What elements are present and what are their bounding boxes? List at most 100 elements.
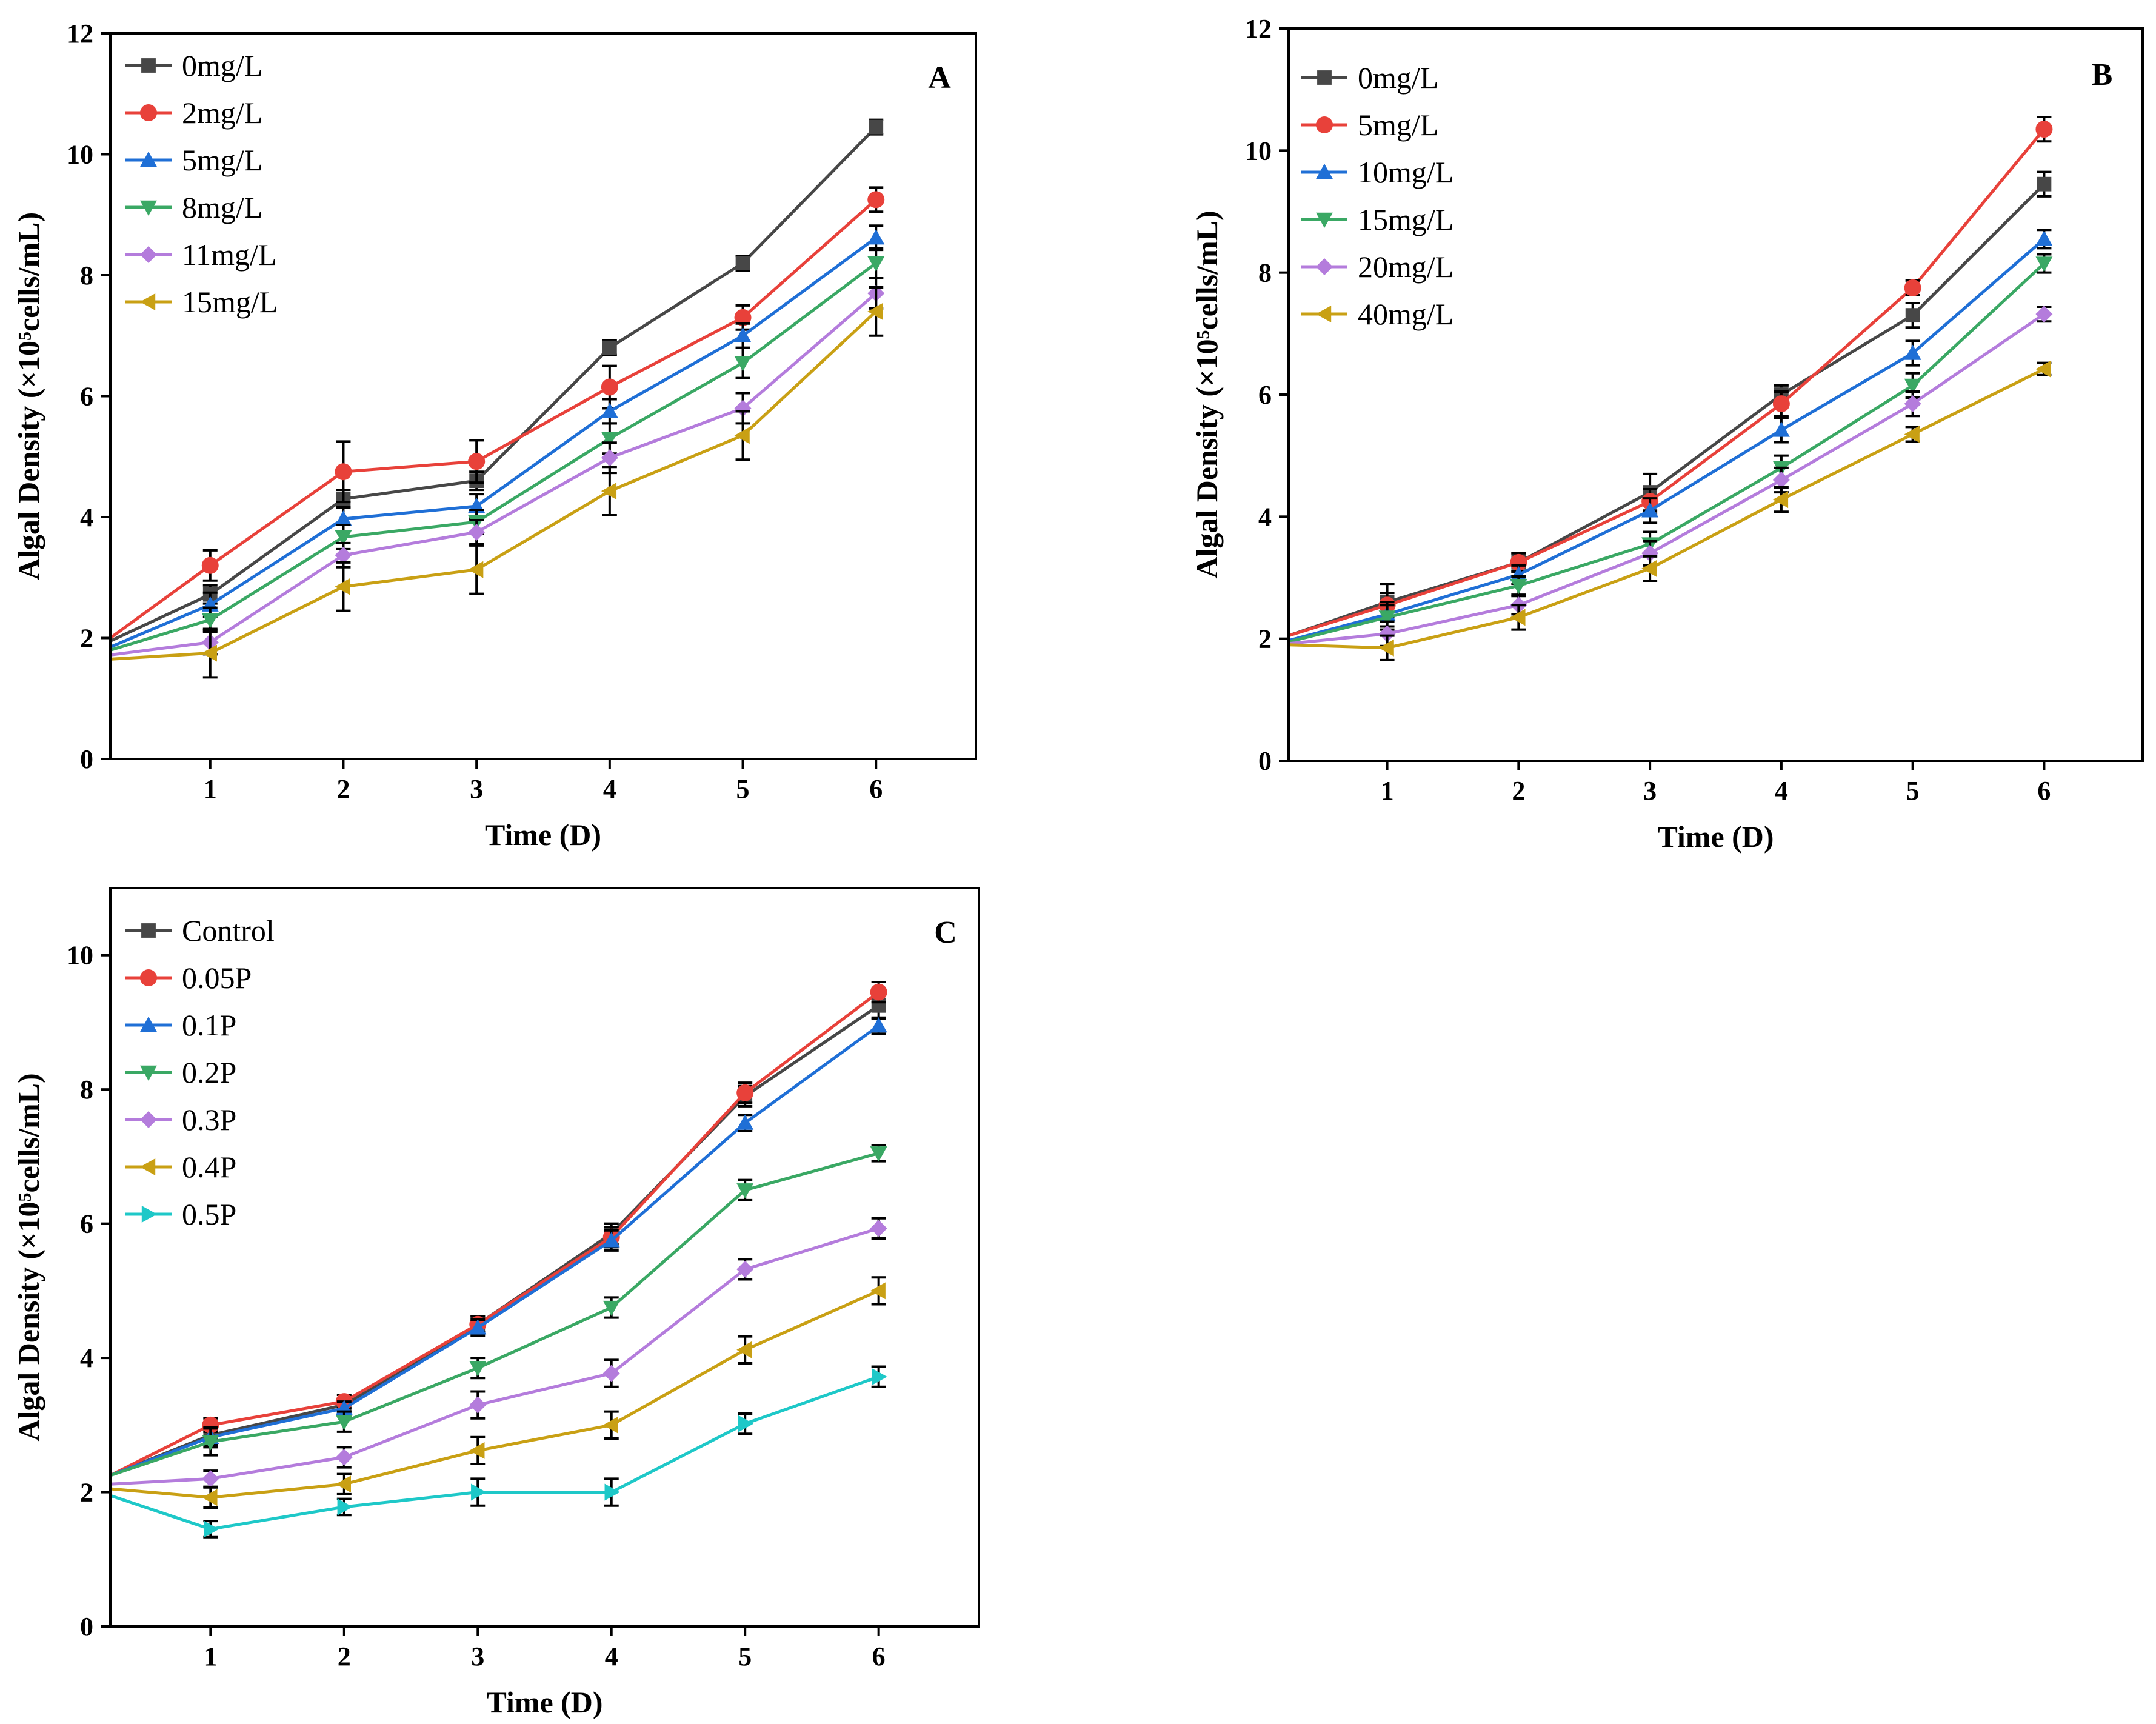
legend-item: 5mg/L <box>1301 108 1438 142</box>
x-tick-label: 1 <box>204 774 217 804</box>
data-point <box>2035 121 2053 138</box>
y-tick-label: 0 <box>1258 746 1272 776</box>
legend-label: 5mg/L <box>1358 108 1438 142</box>
legend-item: 15mg/L <box>125 285 278 319</box>
x-tick-label: 4 <box>1775 776 1788 806</box>
x-tick-label: 4 <box>603 774 616 804</box>
plot-frame <box>1287 27 2144 762</box>
legend-item: 8mg/L <box>125 190 262 224</box>
legend-label: 8mg/L <box>182 190 262 224</box>
legend-item: 0mg/L <box>125 48 262 82</box>
series-line <box>110 1289 879 1499</box>
legend-label: Control <box>182 914 275 947</box>
data-point <box>1378 639 1394 657</box>
legend-label: 0.5P <box>182 1197 236 1231</box>
y-tick-label: 4 <box>80 1343 93 1373</box>
legend-marker <box>140 1065 157 1081</box>
legend-marker <box>1316 116 1333 133</box>
data-point <box>872 1368 887 1386</box>
data-point <box>867 229 885 245</box>
legend-label: 0.3P <box>182 1103 236 1137</box>
legend-marker <box>140 1158 156 1175</box>
x-tick-label: 6 <box>2037 776 2051 806</box>
data-point <box>468 523 486 541</box>
data-point <box>1378 625 1396 643</box>
data-point <box>335 546 352 564</box>
data-point <box>736 1341 752 1358</box>
legend-marker <box>140 293 156 310</box>
plot-frame <box>109 32 977 760</box>
y-tick-label: 10 <box>67 941 93 971</box>
data-point <box>736 1084 754 1101</box>
x-axis-title: Time (D) <box>485 818 601 852</box>
series-line <box>110 1226 879 1486</box>
y-tick-label: 12 <box>1245 14 1272 44</box>
data-point <box>1905 308 1920 323</box>
data-point <box>734 427 750 444</box>
data-point <box>1904 395 1921 413</box>
data-point <box>1378 610 1396 626</box>
data-point <box>469 1442 485 1459</box>
data-point <box>1904 426 1920 443</box>
data-point <box>601 432 618 447</box>
y-tick-label: 0 <box>80 1612 93 1642</box>
legend-marker <box>1316 258 1333 275</box>
data-point <box>870 983 887 1001</box>
y-tick-label: 8 <box>1258 258 1272 288</box>
data-point <box>468 453 486 470</box>
series-11mg/L <box>110 276 885 657</box>
data-point <box>1772 421 1790 437</box>
y-tick-label: 10 <box>1245 136 1272 165</box>
x-tick-label: 3 <box>470 774 483 804</box>
legend-marker <box>140 104 157 121</box>
data-point <box>601 378 618 396</box>
y-tick-label: 2 <box>80 1478 93 1508</box>
data-point <box>2037 176 2052 192</box>
data-point <box>735 256 750 270</box>
x-tick-label: 2 <box>338 1642 351 1671</box>
data-point <box>201 613 219 629</box>
data-point <box>202 1489 218 1506</box>
legend-label: 40mg/L <box>1358 297 1453 331</box>
legend-item: 0.05P <box>125 961 252 995</box>
data-point <box>1510 578 1527 595</box>
data-point <box>202 1470 219 1488</box>
data-point <box>602 1416 618 1434</box>
data-point <box>736 1260 754 1278</box>
series-0.5P <box>110 1365 887 1539</box>
data-point <box>1510 609 1526 626</box>
y-tick-label: 8 <box>80 261 93 290</box>
data-point <box>471 1483 487 1501</box>
legend-item: 0.5P <box>125 1197 236 1231</box>
data-point <box>1904 344 1921 360</box>
data-point <box>734 327 752 342</box>
series-0.2P <box>110 1144 887 1477</box>
y-tick-label: 6 <box>80 382 93 412</box>
data-point <box>335 1448 353 1466</box>
legend-marker <box>140 1111 157 1128</box>
legend-item: Control <box>125 914 275 947</box>
legend-item: 15mg/L <box>1301 202 1453 236</box>
legend-marker <box>140 246 157 263</box>
legend-marker <box>141 58 156 73</box>
data-point <box>867 302 883 320</box>
legend-label: 10mg/L <box>1358 155 1453 189</box>
data-point <box>1772 395 1790 413</box>
data-point <box>2035 306 2053 323</box>
series-15mg/L <box>110 286 884 679</box>
legend-marker <box>140 969 157 986</box>
x-tick-label: 1 <box>204 1642 217 1671</box>
series-line <box>110 310 877 661</box>
legend-item: 0.4P <box>125 1150 236 1184</box>
legend-label: 15mg/L <box>182 285 278 319</box>
data-point <box>201 644 217 662</box>
data-point <box>870 1282 886 1300</box>
y-tick-label: 0 <box>80 744 93 774</box>
x-tick-label: 6 <box>872 1642 886 1671</box>
legend-marker <box>1316 164 1333 179</box>
data-point <box>602 1300 620 1317</box>
data-point <box>736 1183 754 1199</box>
y-tick-label: 6 <box>80 1209 93 1239</box>
x-tick-label: 3 <box>1643 776 1657 806</box>
